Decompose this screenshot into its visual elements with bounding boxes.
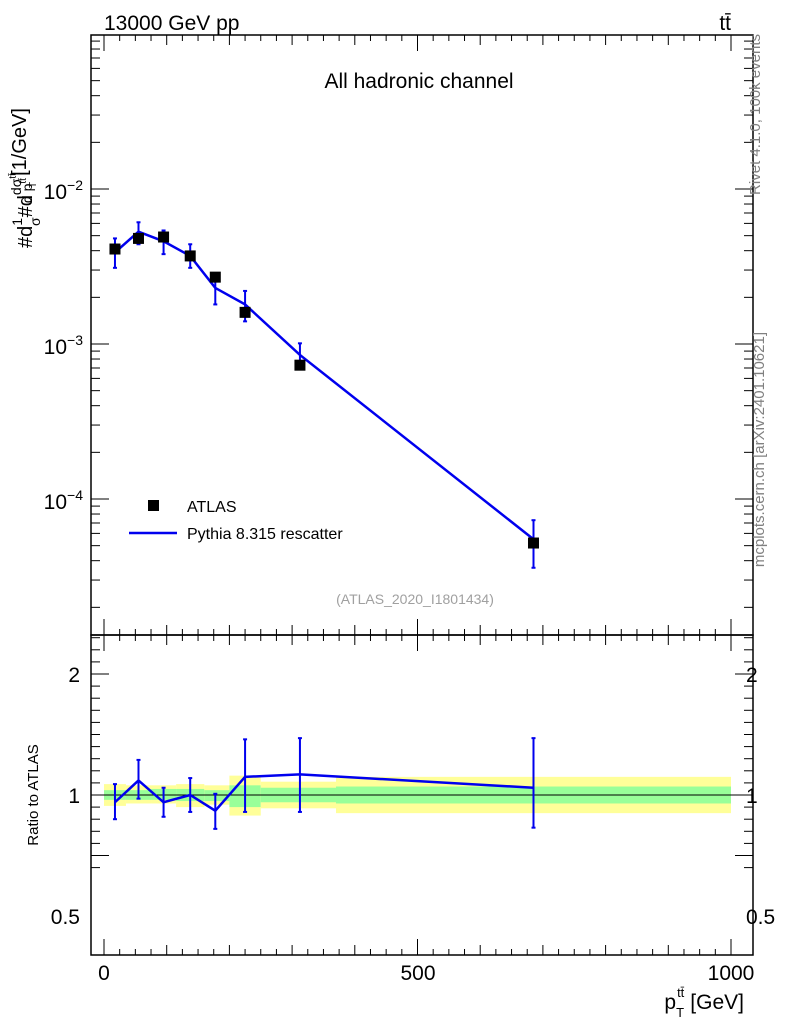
data-point: [132, 232, 144, 244]
data-point: [158, 231, 170, 243]
xtick-0: 0: [98, 962, 110, 985]
ratio-frame: [90, 634, 754, 956]
main-y-axis-label: #d1 σ#ddσtt̄d ptt̄T[1/GeV]: [7, 108, 43, 248]
uncertainty-band-green: [204, 790, 230, 802]
process-label: tt̄: [719, 12, 731, 35]
data-markers: [109, 231, 539, 549]
data-point: [184, 250, 196, 262]
ytick-exp: −4: [67, 487, 83, 503]
ratio-series-line: [114, 773, 534, 813]
data-point: [527, 537, 539, 549]
main-y-tick-labels: 10−2 10−3 10−4: [44, 177, 84, 514]
rivet-info: Rivet 4.1.0, 100k events: [747, 34, 764, 195]
data-point: [239, 306, 251, 318]
ytick-label-1e-4: 10−4: [44, 487, 84, 514]
ytick-base: 10: [44, 491, 67, 514]
chart-title: All hadronic channel: [324, 70, 513, 93]
ratio-ytick-right-0.5: 0.5: [746, 906, 775, 929]
data-point: [109, 243, 121, 255]
ytick-label-1e-2: 10−2: [44, 177, 84, 204]
ratio-ytick-0.5: 0.5: [51, 906, 80, 929]
data-point: [209, 271, 221, 283]
analysis-tag: (ATLAS_2020_I1801434): [336, 591, 494, 607]
ytick-base: 10: [44, 181, 67, 204]
ratio-axis-ticks: [91, 635, 753, 955]
xtick-1000: 1000: [708, 962, 755, 985]
xtick-500: 500: [400, 962, 435, 985]
legend-label-atlas: ATLAS: [187, 499, 237, 516]
ratio-ytick-1: 1: [68, 785, 80, 808]
legend-marker-atlas: [148, 500, 159, 511]
ratio-y-tick-labels-right: 0.5 1 2: [746, 664, 775, 929]
main-panel: All hadronic channel (ATLAS_2020_I180143…: [7, 34, 754, 636]
ytick-exp: −2: [67, 177, 83, 193]
x-axis-label: pTtt̄ [GeV]: [664, 985, 744, 1020]
ratio-ytick-2: 2: [68, 664, 80, 687]
ratio-panel: 0.5 1 2 0.5 1 2 Ratio to ATLAS 0 500 100…: [25, 634, 775, 1020]
data-point: [294, 359, 306, 371]
energy-label: 13000 GeV pp: [104, 12, 239, 35]
source-info: mcplots.cern.ch [arXiv:2401.10621]: [751, 332, 768, 567]
ytick-base: 10: [44, 336, 67, 359]
x-tick-labels: 0 500 1000: [98, 962, 754, 985]
legend-label-mc: Pythia 8.315 rescatter: [187, 526, 343, 543]
main-axis-ticks: [91, 35, 753, 635]
mc-series-line: [114, 230, 535, 541]
ytick-exp: −3: [67, 332, 83, 348]
ratio-y-axis-label: Ratio to ATLAS: [25, 744, 42, 845]
ytick-label-1e-3: 10−3: [44, 332, 84, 359]
ratio-y-tick-labels-left: 0.5 1 2: [51, 664, 80, 929]
mc-error-bars: [112, 221, 536, 569]
svg-text:#d1σ#ddσtt̄d ptt̄T[1/GeV]: #d1 σ#ddσtt̄d ptt̄T[1/GeV]: [7, 108, 43, 248]
ratio-ytick-right-1: 1: [746, 785, 758, 808]
legend: ATLAS Pythia 8.315 rescatter: [129, 499, 343, 543]
main-frame: [90, 34, 754, 636]
ratio-ytick-right-2: 2: [746, 664, 758, 687]
